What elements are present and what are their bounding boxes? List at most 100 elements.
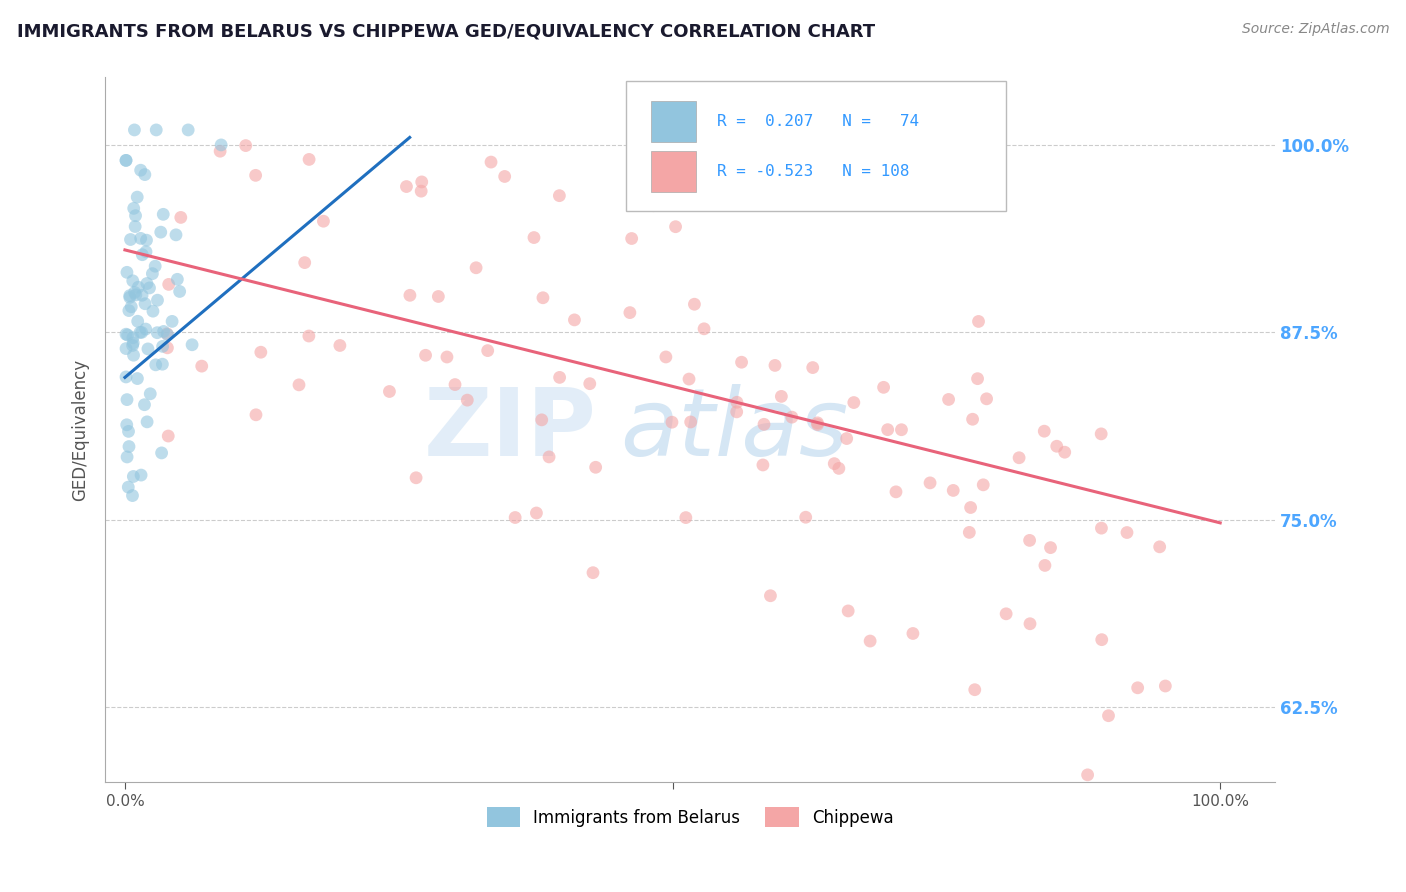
Point — [456, 393, 478, 408]
Point — [294, 255, 316, 269]
Point — [763, 359, 786, 373]
Point — [585, 460, 607, 475]
Point — [135, 277, 157, 291]
Point — [122, 348, 145, 362]
Point — [664, 219, 686, 234]
Point — [959, 500, 981, 515]
Point — [661, 415, 683, 429]
Point — [479, 155, 502, 169]
Point — [976, 392, 998, 406]
Point — [548, 188, 571, 202]
Point — [411, 184, 433, 198]
Point — [245, 408, 267, 422]
Point — [427, 289, 450, 303]
Point — [1018, 533, 1040, 548]
Point — [149, 225, 172, 239]
Point — [127, 314, 149, 328]
Point — [494, 169, 516, 184]
Point — [780, 410, 803, 425]
Point — [117, 480, 139, 494]
Point — [135, 244, 157, 259]
Point — [918, 475, 941, 490]
Point — [156, 327, 179, 342]
Point — [1090, 426, 1112, 441]
Point — [125, 288, 148, 302]
Text: IMMIGRANTS FROM BELARUS VS CHIPPEWA GED/EQUIVALENCY CORRELATION CHART: IMMIGRANTS FROM BELARUS VS CHIPPEWA GED/… — [17, 22, 875, 40]
Point — [794, 510, 817, 524]
Point — [160, 314, 183, 328]
Point — [548, 370, 571, 384]
Point — [675, 510, 697, 524]
Point — [395, 179, 418, 194]
Point — [828, 461, 851, 475]
Point — [806, 417, 828, 432]
Point — [531, 291, 554, 305]
Point — [115, 153, 138, 168]
Point — [1046, 439, 1069, 453]
Point — [115, 327, 138, 342]
Text: atlas: atlas — [620, 384, 848, 475]
Point — [152, 357, 174, 371]
Point — [152, 325, 174, 339]
Point — [156, 341, 179, 355]
Point — [619, 305, 641, 319]
Point — [578, 376, 600, 391]
Point — [759, 589, 782, 603]
Point — [127, 190, 149, 204]
FancyBboxPatch shape — [651, 102, 696, 143]
Point — [139, 386, 162, 401]
Point — [134, 297, 156, 311]
Point — [122, 202, 145, 216]
Point — [117, 328, 139, 343]
Point — [1008, 450, 1031, 465]
Point — [142, 304, 165, 318]
Point — [770, 389, 793, 403]
Point — [134, 398, 156, 412]
Point — [1077, 768, 1099, 782]
Point — [859, 634, 882, 648]
Point — [146, 293, 169, 308]
Point — [143, 259, 166, 273]
Point — [131, 248, 153, 262]
Point — [1091, 632, 1114, 647]
Point — [124, 123, 146, 137]
Point — [150, 446, 173, 460]
Point — [115, 417, 138, 432]
Point — [876, 423, 898, 437]
Point — [115, 370, 138, 384]
Point — [444, 377, 467, 392]
Point — [124, 219, 146, 234]
Point — [801, 360, 824, 375]
Point — [655, 350, 678, 364]
Point — [145, 358, 167, 372]
Point — [129, 231, 152, 245]
Point — [170, 211, 193, 225]
Point — [823, 457, 845, 471]
Point — [837, 604, 859, 618]
Point — [526, 506, 548, 520]
Point — [152, 207, 174, 221]
Point — [884, 484, 907, 499]
Point — [118, 290, 141, 304]
Point — [115, 342, 138, 356]
Point — [1053, 445, 1076, 459]
Point — [122, 335, 145, 350]
Point — [250, 345, 273, 359]
Point — [503, 510, 526, 524]
Point — [967, 314, 990, 328]
Point — [127, 280, 149, 294]
Point — [564, 313, 586, 327]
Point — [523, 230, 546, 244]
Point — [235, 138, 257, 153]
Point — [115, 265, 138, 279]
Point — [963, 682, 986, 697]
Point — [121, 274, 143, 288]
Point — [136, 415, 159, 429]
Text: R = -0.523   N = 108: R = -0.523 N = 108 — [717, 164, 910, 178]
Point — [298, 329, 321, 343]
Point — [135, 233, 157, 247]
Point — [436, 350, 458, 364]
Point — [135, 322, 157, 336]
Point — [312, 214, 335, 228]
Point — [399, 288, 422, 302]
